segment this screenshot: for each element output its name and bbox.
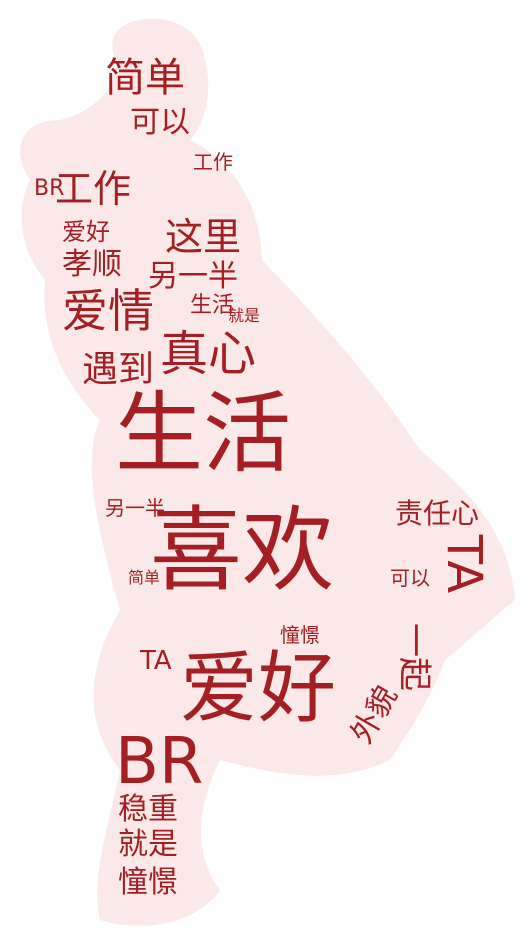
word-ta-small: TA <box>140 646 172 676</box>
word-yiqi-medium: 一起 <box>394 623 434 691</box>
word-jiandan-small: 简单 <box>128 568 161 587</box>
word-chongjing-medium: 憧憬 <box>118 865 178 900</box>
word-aiqing-medium: 爱情 <box>62 284 154 338</box>
word-aihao-small: 爱好 <box>62 218 110 246</box>
word-wenzhong-medium: 稳重 <box>118 792 178 827</box>
word-br-small: BR <box>34 176 65 201</box>
word-keyi-medium: 可以 <box>130 105 190 140</box>
word-chongjing-small: 憧憬 <box>280 623 320 647</box>
word-yudao-medium: 遇到 <box>82 349 155 390</box>
word-lingyiban-small: 另一半 <box>105 496 165 520</box>
word-keyi-small: 可以 <box>390 566 430 590</box>
word-shenghuo-small: 生活 <box>190 293 235 318</box>
word-zerenxin-medium: 责任心 <box>395 497 480 530</box>
word-br-large: BR <box>115 725 204 799</box>
word-aihao-large: 爱好 <box>180 644 337 734</box>
word-zheli-medium: 这里 <box>165 215 242 259</box>
word-lingyiban-medium: 另一半 <box>148 259 238 294</box>
word-zhenxin-medium: 真心 <box>160 326 257 382</box>
silhouette-shape <box>20 18 515 926</box>
word-gongzuo-medium: 工作 <box>55 167 132 211</box>
word-jiushi-small: 就是 <box>228 306 261 325</box>
word-xiaoshun-medium: 孝顺 <box>62 247 122 282</box>
word-ta-medium: TA <box>436 534 493 594</box>
word-xihuan-large: 喜欢 <box>150 497 335 604</box>
word-gongzuo-small: 工作 <box>193 150 233 174</box>
word-shenghuo-large: 生活 <box>115 382 292 485</box>
word-jiandan-medium: 简单 <box>105 55 185 101</box>
word-jiushi-medium: 就是 <box>118 827 178 862</box>
